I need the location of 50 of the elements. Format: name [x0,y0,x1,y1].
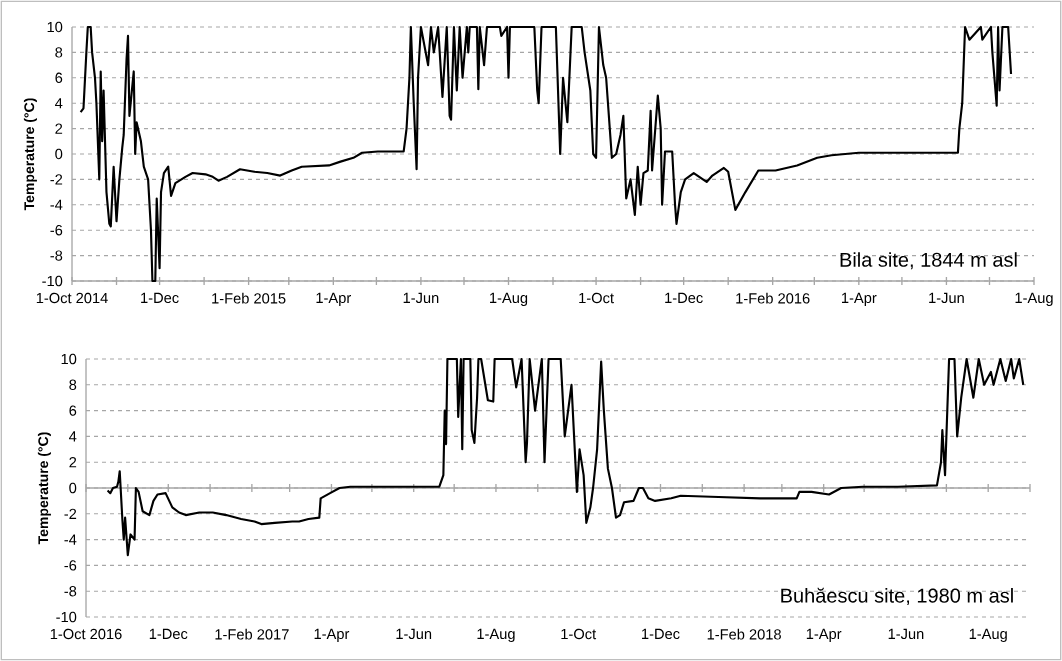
y-tick-label: -4 [64,534,77,545]
y-tick-label: 2 [55,123,63,134]
x-tick-label: 1-Jun [888,628,924,640]
y-axis-title: Temperature (°C) [37,432,51,545]
x-tick-label: 1-Jun [929,292,964,304]
x-tick-label: 1-Jun [396,628,432,640]
x-tick-label: 1-Feb 2015 [212,292,286,304]
x-tick-label: 1-Oct 2014 [36,292,108,304]
x-tick-label: 1-Feb 2016 [736,292,810,304]
x-tick-label: 1-Dec [141,292,179,304]
y-tick-label: 10 [61,353,77,365]
x-tick-label: 1-Feb 2017 [215,628,289,640]
x-tick-label: 1-Aug [490,292,528,306]
y-tick-label: -10 [56,611,77,623]
annotation: Buhăescu site, 1980 m asl [781,587,1013,606]
x-tick-label: 1-Dec [665,292,703,304]
y-tick-label: 2 [69,457,77,468]
y-tick-label: -10 [42,275,63,287]
y-axis-title: Temperature (°C) [23,98,37,211]
y-tick-label: 0 [69,482,77,494]
x-tick-label: 1-Oct [561,628,597,640]
x-tick-label: 1-Apr [806,628,842,642]
y-tick-label: -6 [50,225,63,236]
y-tick-label: -2 [50,174,63,185]
y-tick-label: 10 [47,21,63,33]
x-tick-label: 1-Apr [842,292,877,306]
y-tick-label: -6 [64,560,77,571]
y-tick-label: 6 [55,72,63,83]
y-tick-label: 4 [69,431,77,442]
x-tick-label: 1-Aug [969,628,1007,642]
x-tick-label: 1-Oct [579,292,614,304]
x-tick-label: 1-Apr [314,628,350,642]
y-tick-label: -8 [64,586,77,597]
x-tick-label: 1-Aug [1015,292,1053,306]
y-tick-label: 6 [69,405,77,416]
y-tick-label: -2 [64,508,77,519]
x-tick-label: 1-Apr [316,292,352,306]
annotation: Bila site, 1844 m asl [840,252,1017,270]
x-tick-label: 1-Aug [477,628,515,642]
y-tick-label: 4 [55,98,63,109]
x-tick-label: 1-Jun [403,292,439,304]
y-tick-label: -8 [50,250,63,261]
y-tick-label: 0 [55,148,63,160]
x-tick-label: 1-Feb 2018 [707,628,781,640]
y-tick-label: -4 [50,199,63,210]
y-tick-label: 8 [55,47,63,58]
y-tick-label: 8 [69,379,77,390]
x-tick-label: 1-Dec [642,628,680,640]
x-tick-label: 1-Oct 2016 [50,628,122,640]
x-tick-label: 1-Dec [149,628,188,640]
